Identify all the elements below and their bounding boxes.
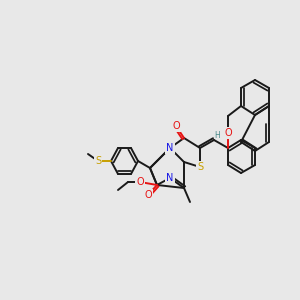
Text: N: N xyxy=(166,173,174,183)
Text: O: O xyxy=(144,190,152,200)
Text: O: O xyxy=(136,177,144,187)
Text: N: N xyxy=(166,143,174,153)
Text: S: S xyxy=(197,162,203,172)
Text: O: O xyxy=(172,121,180,131)
Text: O: O xyxy=(224,128,232,138)
Text: S: S xyxy=(95,156,101,166)
Text: H: H xyxy=(214,130,220,140)
